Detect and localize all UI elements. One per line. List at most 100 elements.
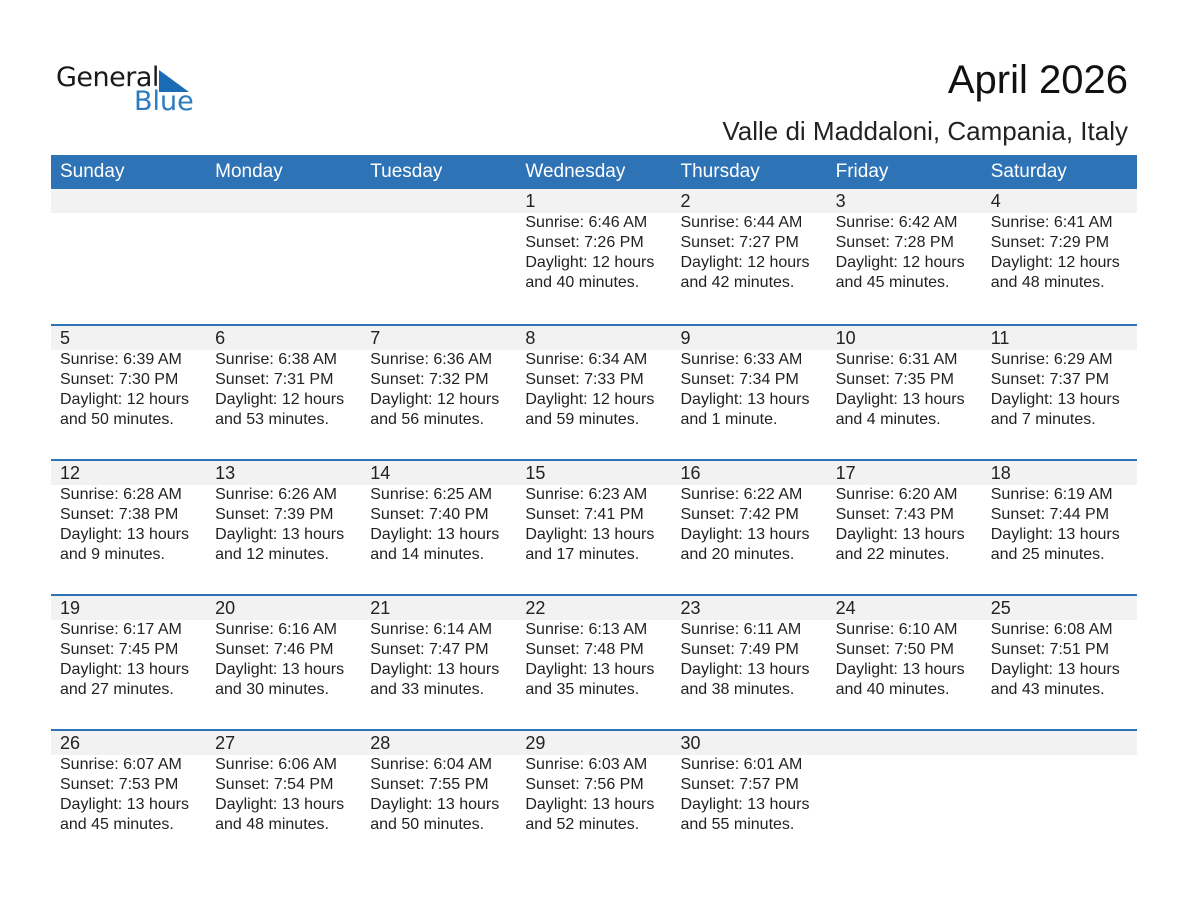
sunrise-text: Sunrise: 6:11 AM: [680, 621, 802, 638]
daylight-hours-text: Daylight: 13 hours: [835, 661, 965, 678]
day-number: 10: [835, 328, 856, 348]
location-subtitle: Valle di Maddaloni, Campania, Italy: [722, 116, 1128, 146]
date-band: [51, 731, 1137, 755]
daylight-minutes-text: and 12 minutes.: [215, 546, 329, 563]
daylight-hours-text: Daylight: 13 hours: [680, 796, 810, 813]
day-cell: 28 Sunrise: 6:04 AM Sunset: 7:55 PM Dayligh…: [361, 731, 516, 835]
day-cell: 27 Sunrise: 6:06 AM Sunset: 7:54 PM Dayligh…: [206, 731, 361, 835]
daylight-minutes-text: and 25 minutes.: [990, 546, 1105, 563]
day-number: 1: [525, 191, 536, 211]
daylight-hours-text: Daylight: 13 hours: [370, 796, 500, 813]
day-cell: 9 Sunrise: 6:33 AM Sunset: 7:34 PM Daylight…: [672, 326, 827, 430]
day-cell: 24 Sunrise: 6:10 AM Sunset: 7:50 PM Dayligh…: [827, 596, 982, 700]
daylight-minutes-text: and 9 minutes.: [60, 546, 165, 563]
daylight-hours-text: Daylight: 12 hours: [215, 391, 345, 408]
sunrise-text: Sunrise: 6:19 AM: [990, 486, 1113, 503]
sunset-text: Sunset: 7:38 PM: [60, 506, 179, 523]
daylight-hours-text: Daylight: 13 hours: [215, 526, 345, 543]
day-number: 11: [990, 328, 1010, 348]
daylight-minutes-text: and 48 minutes.: [990, 274, 1105, 291]
day-cell: 3 Sunrise: 6:42 AM Sunset: 7:28 PM Daylight…: [827, 189, 982, 293]
sunset-text: Sunset: 7:28 PM: [835, 234, 954, 251]
daylight-minutes-text: and 55 minutes.: [680, 816, 795, 833]
sunset-text: Sunset: 7:40 PM: [370, 506, 489, 523]
week-row: 1 Sunrise: 6:46 AM Sunset: 7:26 PM Daylight…: [51, 189, 1137, 324]
empty-day-cell: [982, 731, 1137, 835]
daylight-hours-text: Daylight: 13 hours: [835, 526, 965, 543]
daylight-minutes-text: and 50 minutes.: [60, 411, 174, 428]
day-cell: 17 Sunrise: 6:20 AM Sunset: 7:43 PM Dayligh…: [827, 461, 982, 565]
daylight-minutes-text: and 48 minutes.: [215, 816, 329, 833]
day-number: 6: [215, 328, 226, 348]
sunrise-text: Sunrise: 6:03 AM: [525, 756, 648, 773]
sunrise-text: Sunrise: 6:10 AM: [835, 621, 958, 638]
daylight-minutes-text: and 45 minutes.: [835, 274, 950, 291]
day-number: 18: [990, 463, 1011, 483]
weekday-header: Sunday Monday Tuesday Wednesday Thursday…: [51, 155, 1137, 189]
sunrise-text: Sunrise: 6:26 AM: [215, 486, 337, 503]
empty-day-cell: [827, 731, 982, 835]
sunrise-text: Sunrise: 6:13 AM: [525, 621, 648, 638]
daylight-minutes-text: and 7 minutes.: [990, 411, 1096, 428]
calendar: Sunday Monday Tuesday Wednesday Thursday…: [51, 155, 1137, 864]
sunset-text: Sunset: 7:57 PM: [680, 776, 799, 793]
sunrise-text: Sunrise: 6:14 AM: [370, 621, 493, 638]
day-cell: 11 Sunrise: 6:29 AM Sunset: 7:37 PM Dayligh…: [982, 326, 1137, 430]
daylight-hours-text: Daylight: 13 hours: [835, 391, 965, 408]
day-number: 4: [990, 191, 1001, 211]
daylight-hours-text: Daylight: 12 hours: [680, 254, 810, 271]
day-number: 5: [60, 328, 71, 348]
weekday-friday: Friday: [835, 161, 889, 182]
sunset-text: Sunset: 7:32 PM: [370, 371, 489, 388]
daylight-hours-text: Daylight: 13 hours: [990, 526, 1120, 543]
daylight-minutes-text: and 17 minutes.: [525, 546, 640, 563]
day-number: 14: [370, 463, 391, 483]
day-number: 25: [990, 598, 1011, 618]
sunrise-text: Sunrise: 6:38 AM: [215, 351, 337, 368]
sunset-text: Sunset: 7:33 PM: [525, 371, 644, 388]
date-band: [51, 189, 1137, 213]
sunset-text: Sunset: 7:45 PM: [60, 641, 179, 658]
day-cell: 5 Sunrise: 6:39 AM Sunset: 7:30 PM Daylight…: [51, 326, 206, 430]
daylight-minutes-text: and 45 minutes.: [60, 816, 174, 833]
sunrise-text: Sunrise: 6:17 AM: [60, 621, 182, 638]
day-cell: 26 Sunrise: 6:07 AM Sunset: 7:53 PM Dayligh…: [51, 731, 206, 835]
daylight-hours-text: Daylight: 13 hours: [60, 526, 189, 543]
day-number: 7: [370, 328, 381, 348]
sunrise-text: Sunrise: 6:23 AM: [525, 486, 648, 503]
sunset-text: Sunset: 7:27 PM: [680, 234, 799, 251]
day-cell: 2 Sunrise: 6:44 AM Sunset: 7:27 PM Daylight…: [672, 189, 827, 293]
day-number: 13: [215, 463, 236, 483]
daylight-minutes-text: and 52 minutes.: [525, 816, 640, 833]
week-row: 12 Sunrise: 6:28 AM Sunset: 7:38 PM Dayligh…: [51, 459, 1137, 594]
day-cell: 22 Sunrise: 6:13 AM Sunset: 7:48 PM Dayligh…: [516, 596, 671, 700]
sunset-text: Sunset: 7:41 PM: [525, 506, 644, 523]
day-number: 27: [215, 733, 236, 753]
daylight-hours-text: Daylight: 13 hours: [525, 796, 655, 813]
sunrise-text: Sunrise: 6:06 AM: [215, 756, 337, 773]
daylight-hours-text: Daylight: 12 hours: [60, 391, 189, 408]
sunrise-text: Sunrise: 6:07 AM: [60, 756, 182, 773]
sunrise-text: Sunrise: 6:41 AM: [990, 214, 1113, 231]
day-cell: 12 Sunrise: 6:28 AM Sunset: 7:38 PM Dayligh…: [51, 461, 206, 565]
sunrise-text: Sunrise: 6:34 AM: [525, 351, 648, 368]
daylight-minutes-text: and 35 minutes.: [525, 681, 640, 698]
sunset-text: Sunset: 7:53 PM: [60, 776, 179, 793]
day-number: 15: [525, 463, 546, 483]
day-number: 17: [835, 463, 856, 483]
day-cell: 16 Sunrise: 6:22 AM Sunset: 7:42 PM Dayligh…: [672, 461, 827, 565]
day-number: 26: [60, 733, 81, 753]
sunrise-text: Sunrise: 6:20 AM: [835, 486, 958, 503]
day-cell: 29 Sunrise: 6:03 AM Sunset: 7:56 PM Dayligh…: [516, 731, 671, 835]
daylight-minutes-text: and 33 minutes.: [370, 681, 485, 698]
sunset-text: Sunset: 7:31 PM: [215, 371, 334, 388]
logo-general: General: [56, 62, 159, 93]
day-cell: 30 Sunrise: 6:01 AM Sunset: 7:57 PM Dayligh…: [672, 731, 827, 835]
daylight-hours-text: Daylight: 12 hours: [370, 391, 500, 408]
daylight-hours-text: Daylight: 13 hours: [370, 526, 500, 543]
day-cell: 10 Sunrise: 6:31 AM Sunset: 7:35 PM Dayligh…: [827, 326, 982, 430]
day-number: 23: [680, 598, 701, 618]
sunset-text: Sunset: 7:46 PM: [215, 641, 334, 658]
sunrise-text: Sunrise: 6:33 AM: [680, 351, 803, 368]
sunset-text: Sunset: 7:50 PM: [835, 641, 954, 658]
